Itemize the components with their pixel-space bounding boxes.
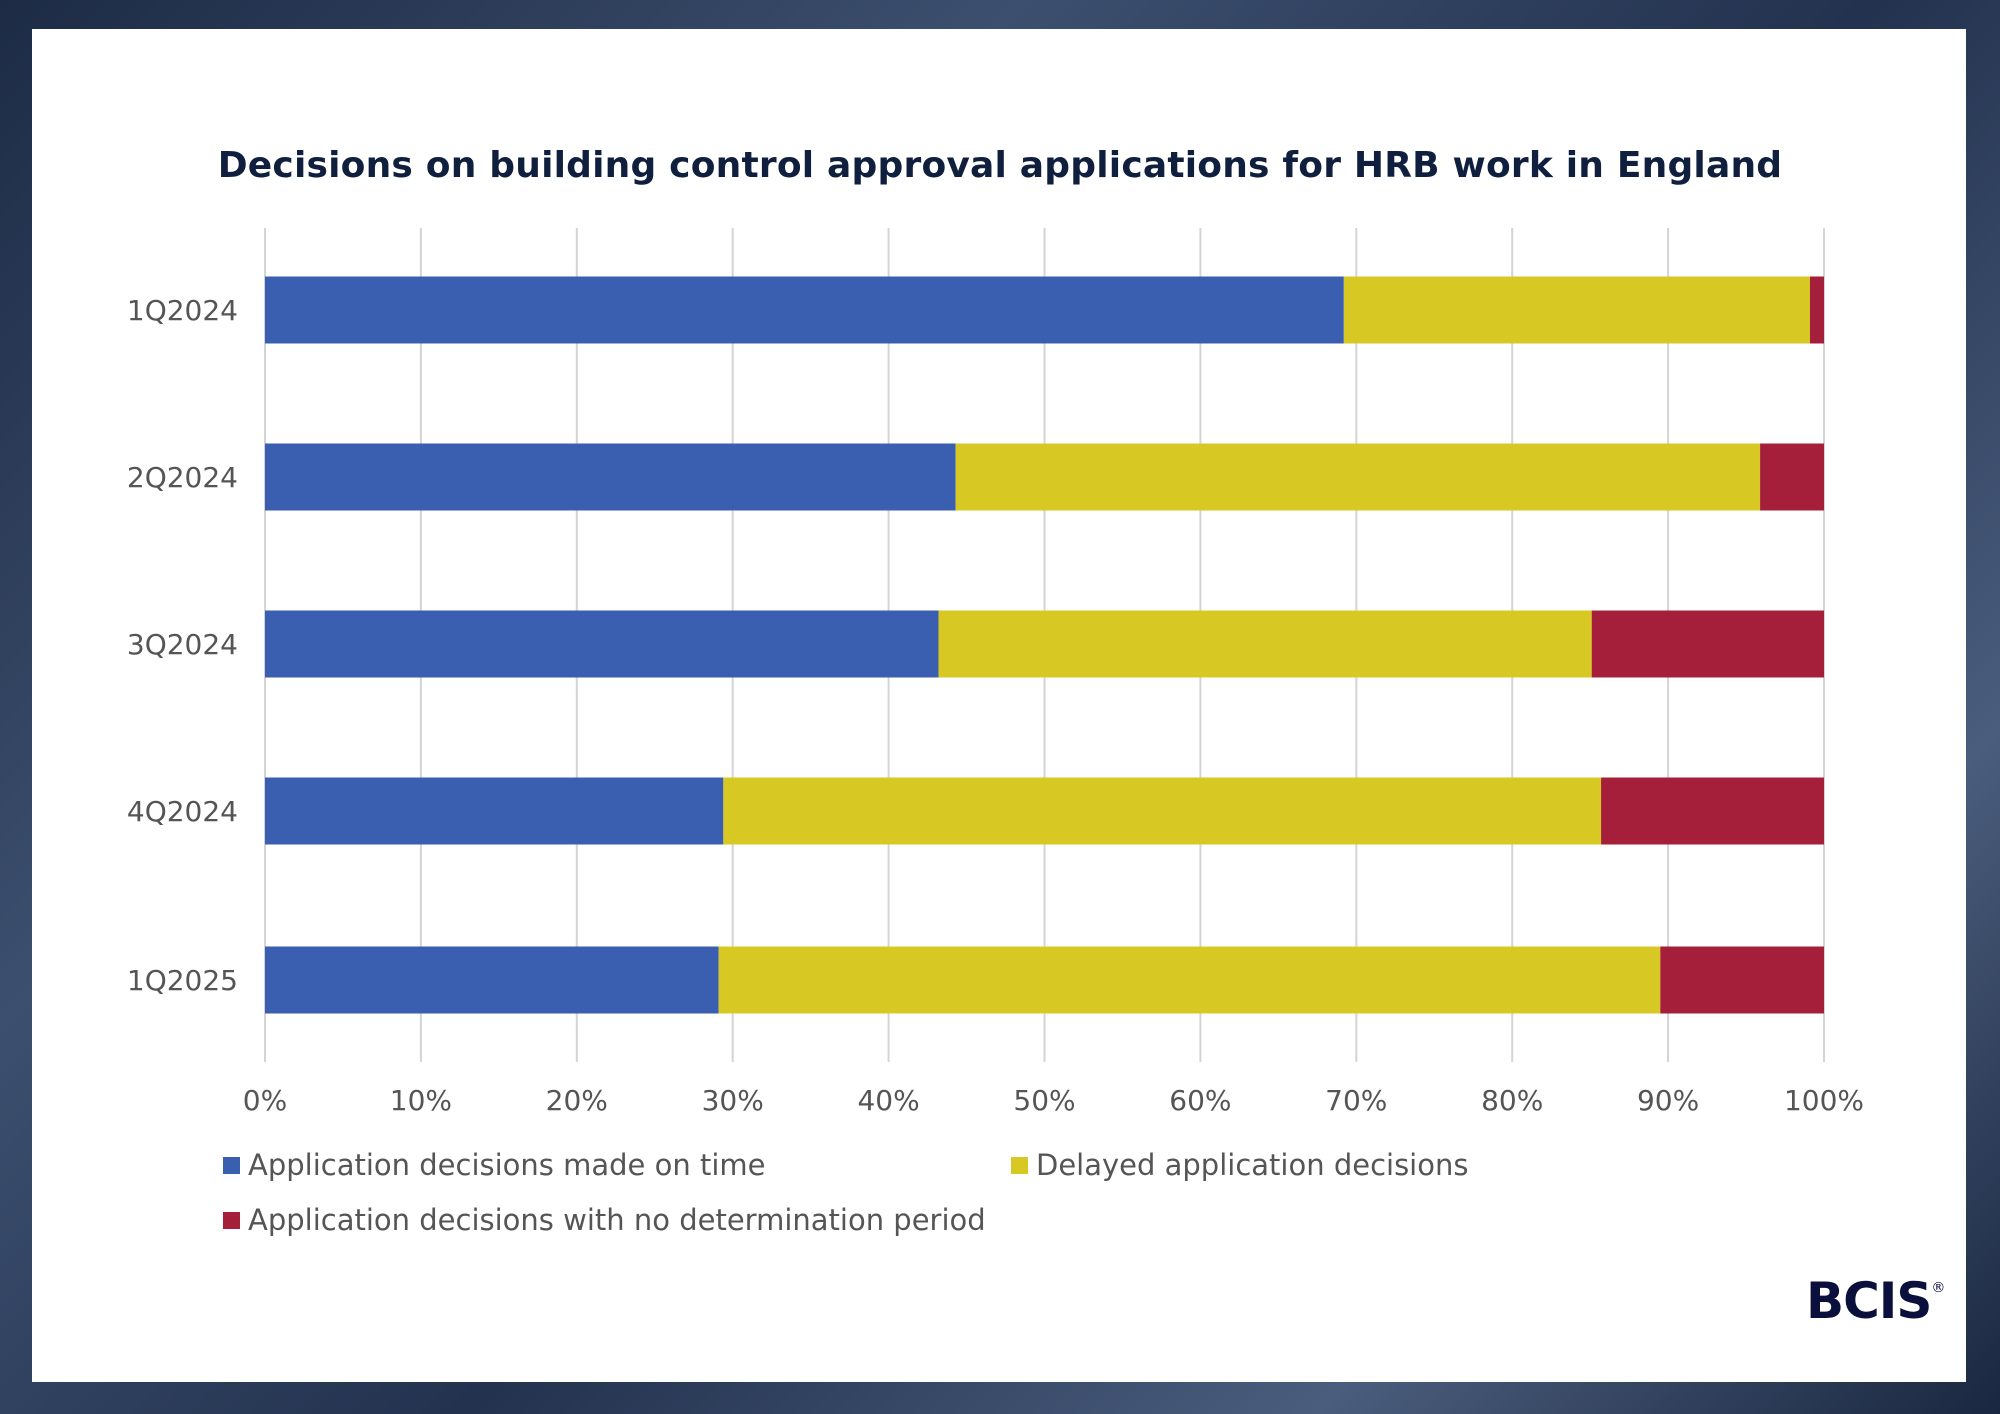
chart-title: Decisions on building control approval a…: [217, 145, 1783, 186]
bar-segment-on-time: [265, 276, 1344, 344]
bar-segment-on-time: [265, 777, 724, 845]
bar-segment-no-determination: [1660, 946, 1824, 1014]
legend-label: Application decisions made on time: [248, 1148, 766, 1182]
bar-segment-no-determination: [1809, 276, 1824, 344]
chart-panel: [32, 29, 1966, 1382]
bar-segment-delayed: [718, 946, 1661, 1014]
bar-segment-on-time: [265, 946, 719, 1014]
x-tick-label: 80%: [1481, 1084, 1543, 1117]
legend-item-no-determination: Application decisions with no determinat…: [223, 1203, 986, 1237]
y-category-label: 2Q2024: [127, 461, 238, 494]
x-tick-label: 0%: [243, 1084, 287, 1117]
legend-swatch-yellow: [1011, 1156, 1028, 1174]
x-tick-label: 100%: [1784, 1084, 1864, 1117]
bar-segment-on-time: [265, 443, 956, 511]
y-category-label: 1Q2025: [127, 964, 238, 997]
legend-swatch-blue: [223, 1156, 240, 1174]
bcis-logo: BCIS®: [1806, 1272, 1945, 1330]
bar-segment-delayed: [1343, 276, 1810, 344]
y-category-label: 3Q2024: [127, 628, 238, 661]
bar-segment-on-time: [265, 610, 939, 678]
x-tick-label: 40%: [857, 1084, 919, 1117]
bar-segment-no-determination: [1591, 610, 1824, 678]
x-tick-label: 90%: [1637, 1084, 1699, 1117]
legend-swatch-red: [223, 1211, 240, 1229]
y-category-label: 4Q2024: [127, 795, 238, 828]
bar-segment-no-determination: [1760, 443, 1824, 511]
x-tick-label: 30%: [702, 1084, 764, 1117]
x-tick-label: 20%: [546, 1084, 608, 1117]
y-category-label: 1Q2024: [127, 294, 238, 327]
legend-label: Delayed application decisions: [1036, 1148, 1469, 1182]
legend-label: Application decisions with no determinat…: [248, 1203, 986, 1237]
legend-item-delayed: Delayed application decisions: [1011, 1148, 1468, 1182]
x-tick-label: 50%: [1013, 1084, 1075, 1117]
bar-segment-delayed: [938, 610, 1592, 678]
x-tick-label: 10%: [390, 1084, 452, 1117]
legend-item-on-time: Application decisions made on time: [223, 1148, 765, 1182]
bar-segment-no-determination: [1601, 777, 1824, 845]
x-tick-label: 70%: [1325, 1084, 1387, 1117]
bar-segment-delayed: [955, 443, 1761, 511]
x-tick-label: 60%: [1169, 1084, 1231, 1117]
bar-segment-delayed: [723, 777, 1602, 845]
